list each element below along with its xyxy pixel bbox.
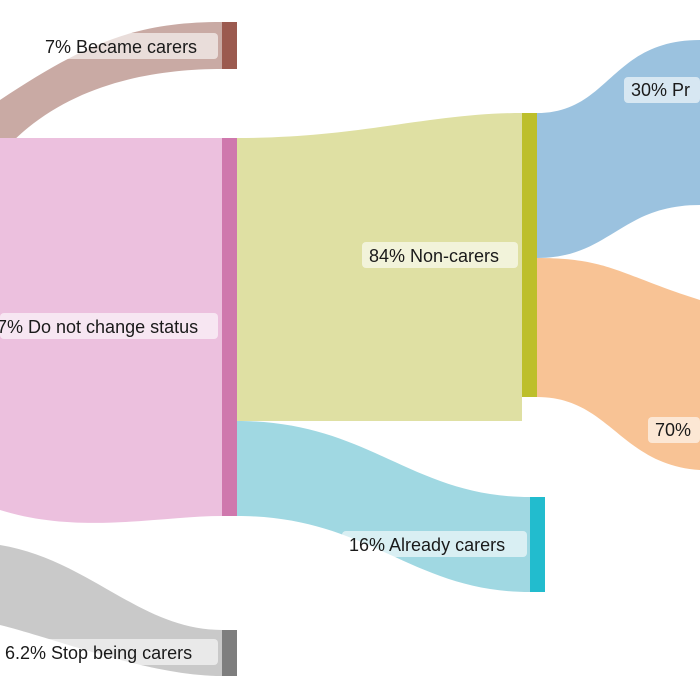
svg-text:7% Do not change status: 7% Do not change status: [0, 317, 198, 337]
label-non-carers: 84% Non-carers: [362, 242, 518, 268]
flow-30-percent-branch: [537, 40, 700, 258]
svg-text:6.2% Stop being carers: 6.2% Stop being carers: [5, 643, 192, 663]
node-non-carers: [522, 113, 537, 397]
svg-text:30% Pr: 30% Pr: [631, 80, 690, 100]
label-70-percent-branch: 70%: [648, 417, 700, 443]
label-already-carers: 16% Already carers: [342, 531, 527, 557]
node-became-carers: [222, 22, 237, 69]
svg-text:7% Became carers: 7% Became carers: [45, 37, 197, 57]
flow-already-carers: [237, 421, 530, 592]
node-stop-being-carers: [222, 630, 237, 676]
label-do-not-change-status: 7% Do not change status: [0, 313, 218, 339]
label-stop-being-carers: 6.2% Stop being carers: [0, 639, 218, 665]
label-became-carers: 7% Became carers: [40, 33, 218, 59]
node-already-carers: [530, 497, 545, 592]
label-30-percent-branch: 30% Pr: [624, 77, 700, 103]
node-do-not-change-status: [222, 138, 237, 516]
svg-text:16% Already carers: 16% Already carers: [349, 535, 505, 555]
svg-text:84% Non-carers: 84% Non-carers: [369, 246, 499, 266]
svg-text:70%: 70%: [655, 420, 691, 440]
